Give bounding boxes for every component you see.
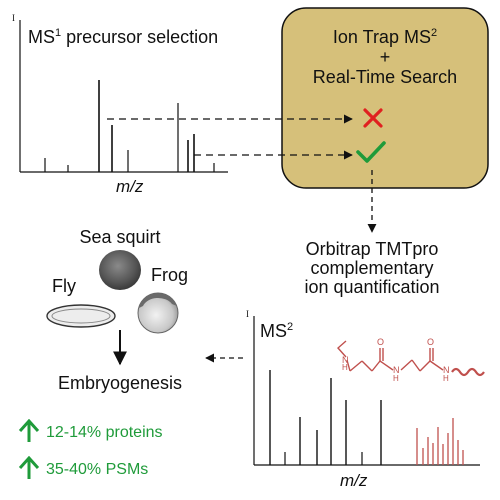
frog-label: Frog	[151, 265, 189, 285]
ms1-x-label: m/z	[116, 177, 144, 196]
ms2-title-prefix: MS	[260, 321, 287, 341]
embryogenesis-label: Embryogenesis	[57, 373, 183, 393]
atom-h1: H	[342, 363, 348, 372]
ms2-x-label: m/z	[340, 471, 368, 490]
atom-n3: N	[443, 365, 450, 375]
ms2-title-sup: 2	[287, 321, 294, 333]
green-check-icon	[356, 141, 386, 163]
atom-n1: N	[342, 355, 349, 365]
ms1-y-label: I	[12, 13, 15, 23]
ms2-y-label: I	[246, 309, 249, 319]
quant-line1: Orbitrap TMTpro	[305, 239, 439, 259]
frog-embryo-image	[137, 292, 179, 334]
box-line2: +	[379, 47, 391, 67]
atom-h2: H	[393, 374, 399, 383]
ms1-title: MS1 precursor selection	[28, 27, 219, 47]
quant-line3: ion quantification	[304, 277, 440, 297]
red-x-icon	[363, 108, 383, 128]
atom-o1: O	[377, 337, 385, 347]
box-line3: Real-Time Search	[312, 67, 458, 87]
sea-squirt-label: Sea squirt	[79, 227, 161, 247]
fly-embryo-image	[46, 304, 116, 328]
ms1-title-suffix: precursor selection	[61, 27, 219, 47]
sea-squirt-image	[99, 250, 141, 290]
ion-trap-box	[281, 7, 489, 189]
result-proteins: 12-14% proteins	[46, 424, 163, 441]
quant-line2: complementary	[310, 258, 434, 278]
ms1-title-sup: 1	[55, 27, 62, 39]
up-arrow-icon	[18, 456, 40, 479]
box-line1: Ion Trap MS2	[332, 27, 438, 47]
atom-o2: O	[427, 337, 435, 347]
ms2-spectrum	[253, 316, 480, 466]
atom-h3: H	[443, 374, 449, 383]
ms1-spectrum	[19, 20, 228, 173]
box-line1-sup: 2	[430, 27, 438, 39]
resin-wave	[451, 367, 485, 377]
ms1-title-prefix: MS	[28, 27, 55, 47]
result-psms: 35-40% PSMs	[46, 461, 149, 478]
tmtpro-structure	[337, 340, 485, 377]
atom-n2: N	[393, 365, 400, 375]
box-line1-prefix: Ion Trap MS	[332, 27, 431, 47]
ms2-title: MS2	[260, 321, 294, 341]
up-arrow-icon	[18, 419, 40, 442]
fly-label: Fly	[52, 276, 76, 296]
